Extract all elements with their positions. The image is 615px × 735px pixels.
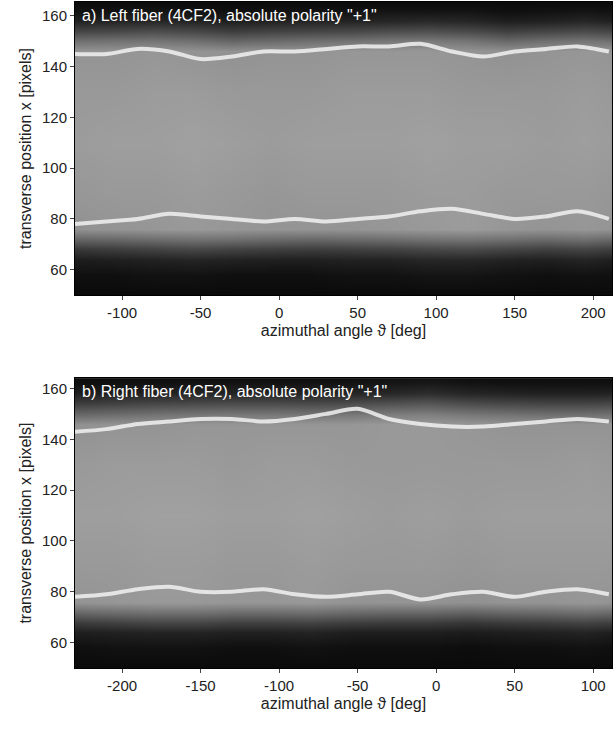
svg-text:140: 140 bbox=[42, 431, 67, 448]
svg-text:-50: -50 bbox=[190, 304, 212, 321]
svg-text:200: 200 bbox=[581, 304, 606, 321]
svg-text:60: 60 bbox=[50, 634, 67, 651]
svg-text:50: 50 bbox=[506, 677, 523, 694]
svg-text:0: 0 bbox=[275, 304, 283, 321]
svg-text:160: 160 bbox=[42, 7, 67, 24]
svg-text:160: 160 bbox=[42, 380, 67, 397]
svg-text:0: 0 bbox=[432, 677, 440, 694]
svg-text:150: 150 bbox=[502, 304, 527, 321]
svg-text:60: 60 bbox=[50, 261, 67, 278]
svg-text:transverse position x [pixels]: transverse position x [pixels] bbox=[17, 423, 34, 624]
svg-text:50: 50 bbox=[349, 304, 366, 321]
svg-text:-100: -100 bbox=[264, 677, 294, 694]
svg-text:azimuthal angle ϑ [deg]: azimuthal angle ϑ [deg] bbox=[261, 695, 426, 712]
svg-text:100: 100 bbox=[581, 677, 606, 694]
svg-text:140: 140 bbox=[42, 58, 67, 75]
svg-text:-50: -50 bbox=[347, 677, 369, 694]
svg-text:-150: -150 bbox=[186, 677, 216, 694]
svg-text:b) Right fiber (4CF2), absolut: b) Right fiber (4CF2), absolute polarity… bbox=[82, 383, 387, 400]
svg-text:transverse position x [pixels]: transverse position x [pixels] bbox=[17, 48, 34, 249]
svg-text:100: 100 bbox=[424, 304, 449, 321]
svg-text:100: 100 bbox=[42, 532, 67, 549]
svg-text:120: 120 bbox=[42, 481, 67, 498]
svg-text:-200: -200 bbox=[107, 677, 137, 694]
svg-text:80: 80 bbox=[50, 210, 67, 227]
svg-text:100: 100 bbox=[42, 159, 67, 176]
svg-text:azimuthal angle ϑ [deg]: azimuthal angle ϑ [deg] bbox=[261, 322, 426, 339]
svg-text:-100: -100 bbox=[107, 304, 137, 321]
svg-text:a) Left fiber (4CF2), absolute: a) Left fiber (4CF2), absolute polarity … bbox=[82, 7, 377, 24]
svg-text:80: 80 bbox=[50, 583, 67, 600]
svg-text:120: 120 bbox=[42, 109, 67, 126]
